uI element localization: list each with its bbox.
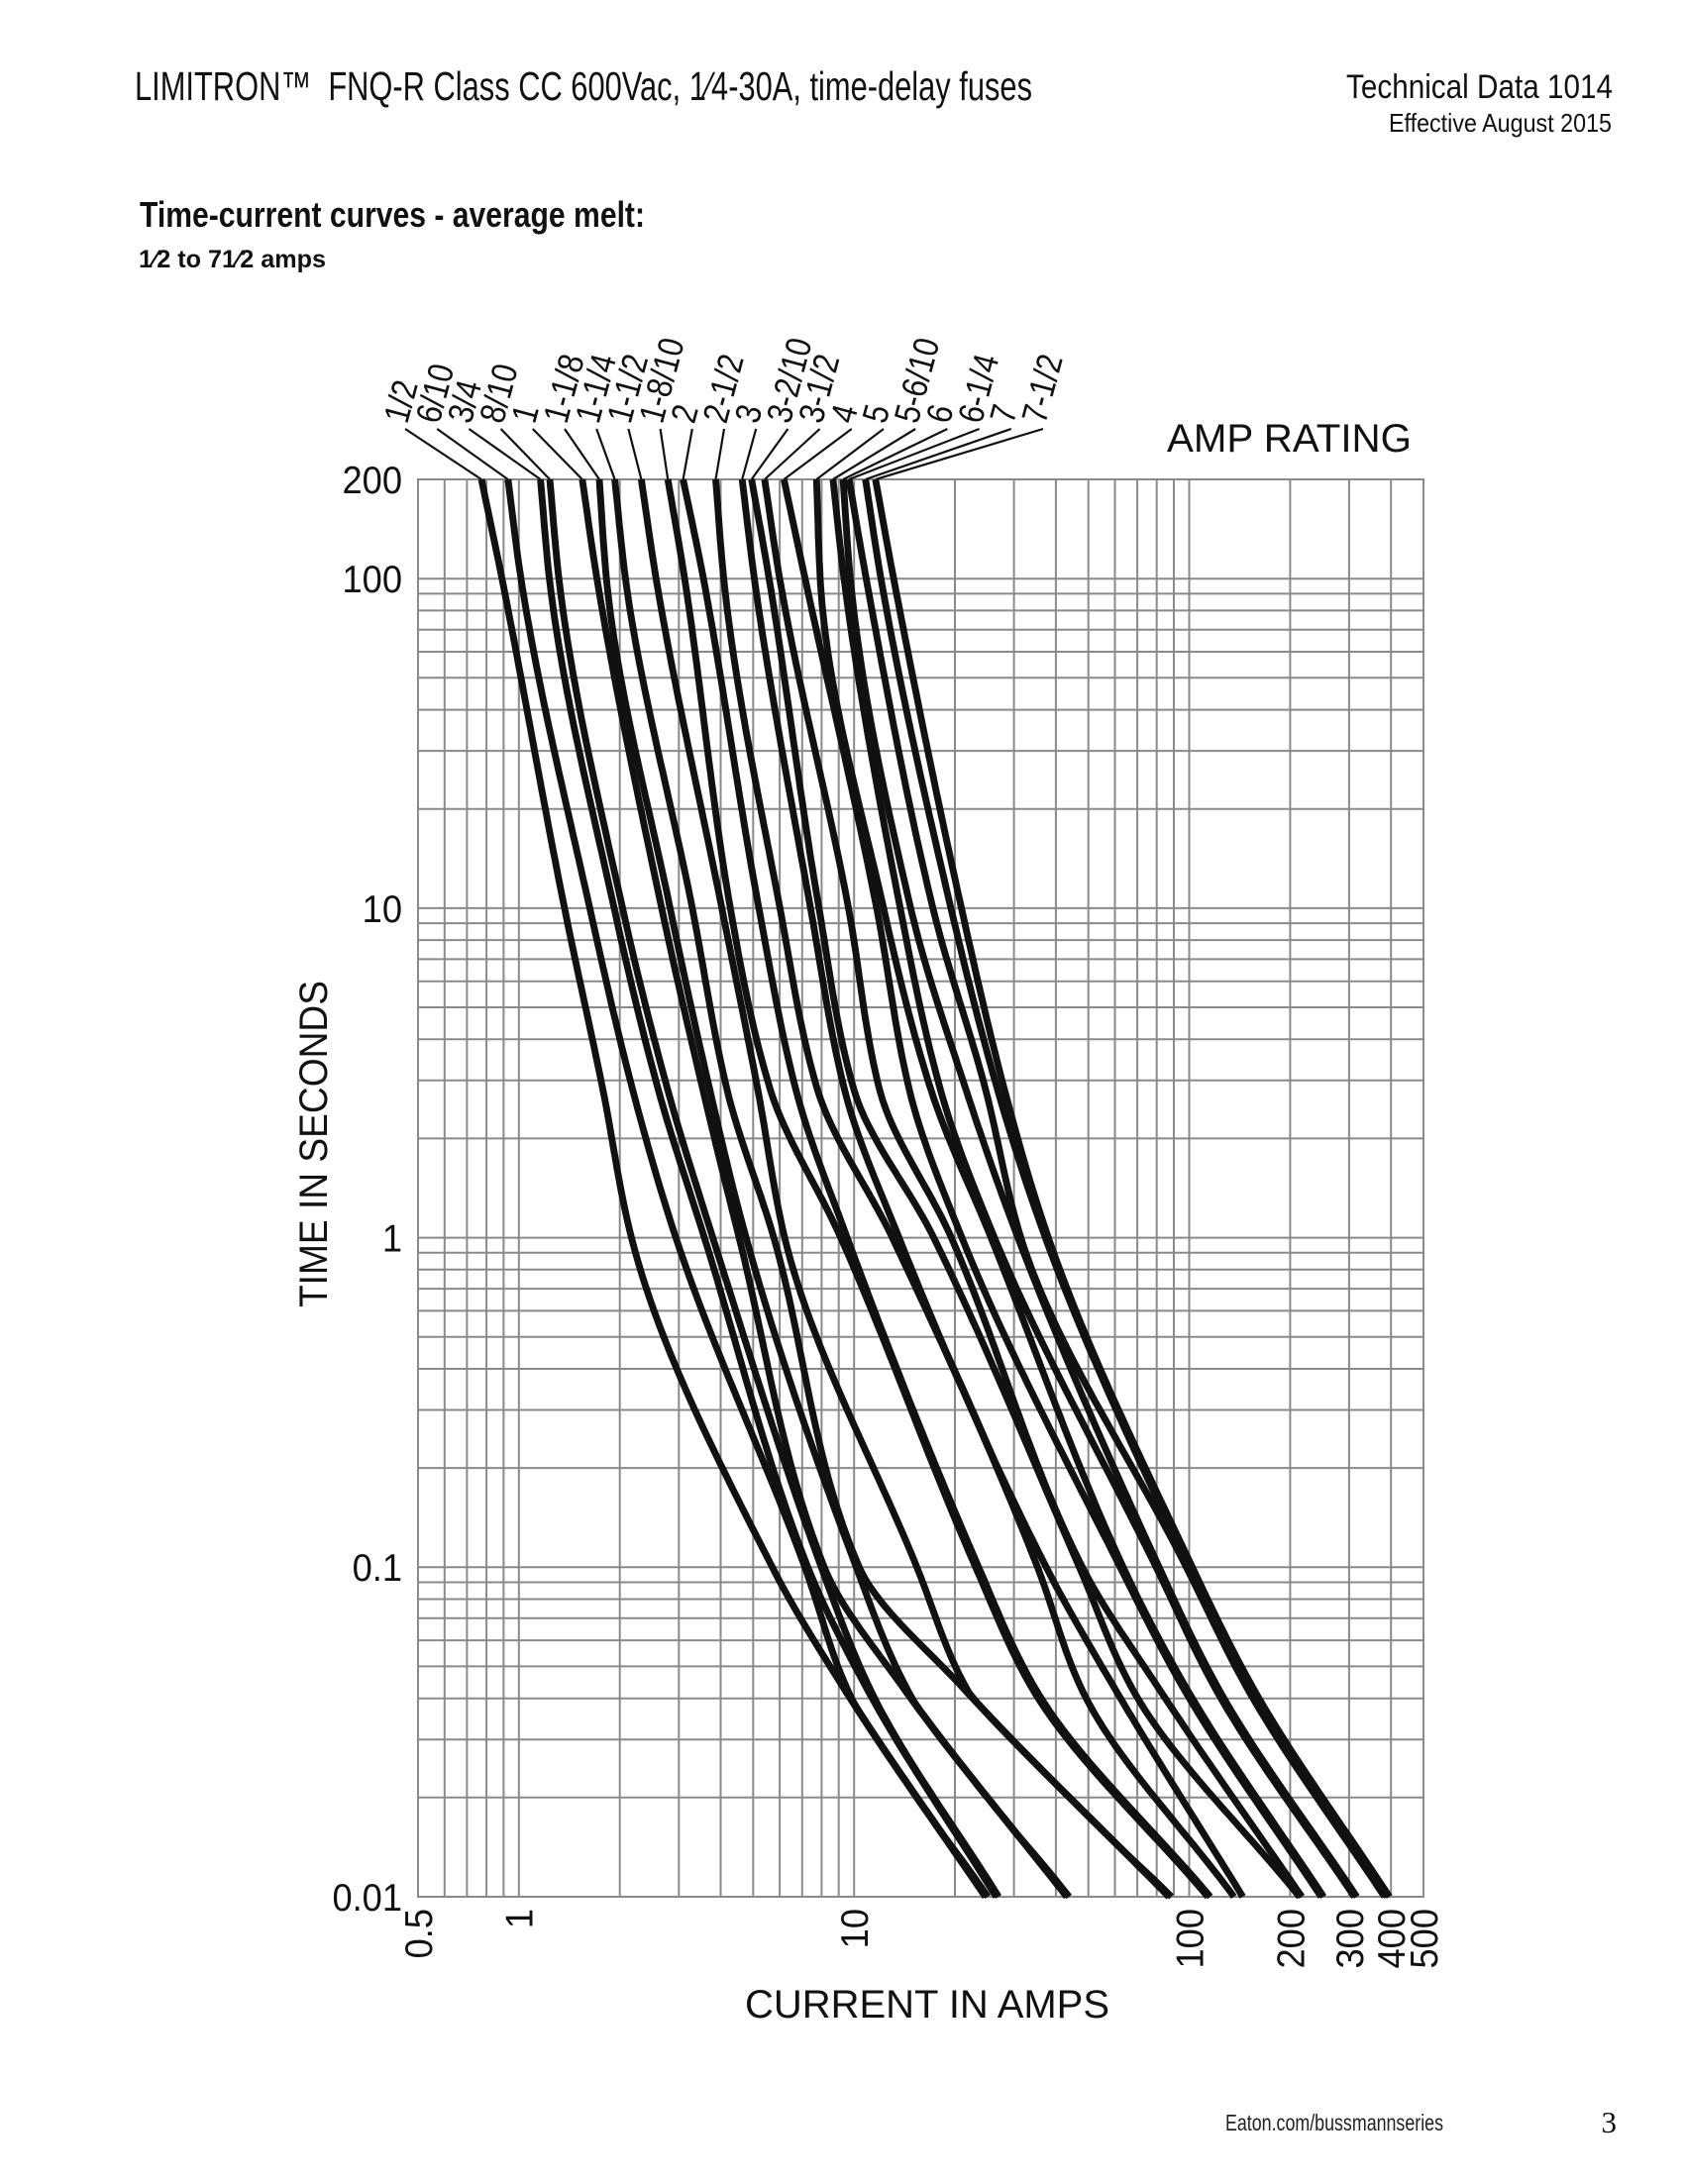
svg-text:LIMITRON™ FNQ-R Class CC 600V: LIMITRON™ FNQ-R Class CC 600Vac, 1⁄4-30A… bbox=[135, 63, 1032, 109]
svg-text:CURRENT IN AMPS: CURRENT IN AMPS bbox=[745, 1983, 1109, 2027]
svg-text:0.1: 0.1 bbox=[353, 1546, 402, 1589]
svg-text:Eaton.com/bussmannseries: Eaton.com/bussmannseries bbox=[1225, 2110, 1443, 2135]
svg-text:1: 1 bbox=[382, 1216, 402, 1259]
svg-text:0.01: 0.01 bbox=[332, 1876, 402, 1919]
svg-text:100: 100 bbox=[343, 558, 402, 600]
svg-text:200: 200 bbox=[1269, 1909, 1312, 1968]
svg-text:Effective August 2015: Effective August 2015 bbox=[1389, 108, 1612, 138]
svg-text:1⁄2 to 71⁄2 amps: 1⁄2 to 71⁄2 amps bbox=[139, 246, 326, 273]
svg-text:300: 300 bbox=[1328, 1909, 1371, 1968]
svg-text:AMP RATING: AMP RATING bbox=[1167, 417, 1412, 461]
svg-text:10: 10 bbox=[363, 887, 402, 930]
svg-text:10: 10 bbox=[833, 1909, 876, 1948]
svg-text:3: 3 bbox=[1602, 2105, 1618, 2139]
svg-text:200: 200 bbox=[343, 459, 402, 501]
svg-text:1: 1 bbox=[497, 1909, 540, 1928]
svg-text:Time-current curves - average: Time-current curves - average melt: bbox=[140, 194, 645, 235]
svg-text:0.5: 0.5 bbox=[397, 1909, 440, 1958]
svg-text:TIME IN SECONDS: TIME IN SECONDS bbox=[292, 981, 336, 1307]
svg-text:100: 100 bbox=[1168, 1909, 1210, 1968]
svg-text:500: 500 bbox=[1403, 1909, 1445, 1968]
svg-text:400: 400 bbox=[1370, 1909, 1413, 1968]
svg-text:Technical Data 1014: Technical Data 1014 bbox=[1346, 68, 1613, 106]
